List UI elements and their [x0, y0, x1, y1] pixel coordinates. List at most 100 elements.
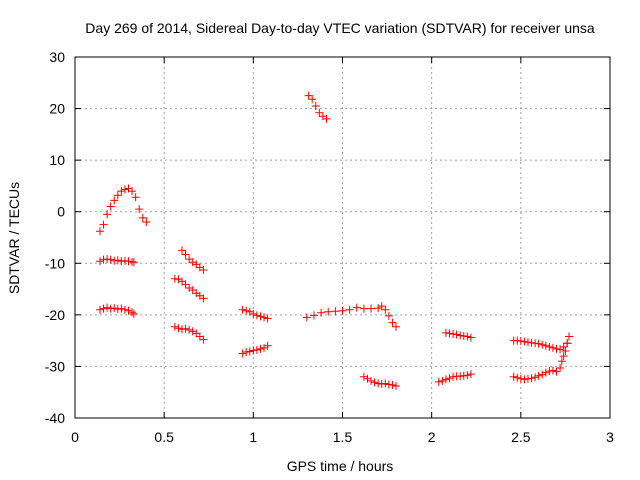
data-point — [456, 372, 465, 381]
data-point — [103, 303, 112, 312]
data-point — [392, 382, 400, 391]
series-arc4 — [178, 246, 208, 274]
data-point — [315, 108, 324, 117]
data-point — [131, 193, 140, 202]
data-point — [359, 304, 368, 313]
data-point — [242, 306, 251, 315]
data-point — [95, 227, 104, 236]
data-point — [128, 308, 137, 317]
data-point — [557, 357, 566, 366]
data-point — [322, 114, 331, 123]
data-point — [181, 324, 190, 333]
data-point — [384, 380, 393, 389]
data-points — [95, 91, 573, 391]
data-point — [252, 345, 261, 354]
data-point — [245, 347, 254, 356]
data-point — [374, 379, 383, 388]
data-point — [95, 257, 104, 266]
data-point — [527, 338, 536, 347]
data-point — [441, 328, 450, 337]
y-tick-label: -30 — [45, 358, 65, 374]
y-tick-label: -10 — [45, 255, 65, 271]
series-arc6 — [170, 322, 208, 344]
y-tick-label: 20 — [49, 101, 65, 117]
data-point — [513, 336, 522, 345]
data-point — [564, 332, 573, 341]
data-point — [441, 375, 450, 384]
data-point — [541, 368, 550, 377]
data-point — [129, 258, 138, 267]
data-point — [374, 304, 383, 313]
data-point — [302, 313, 311, 322]
data-point — [308, 95, 317, 104]
data-point — [534, 371, 543, 380]
series-arc13 — [434, 370, 475, 386]
data-point — [352, 303, 361, 312]
data-point — [561, 346, 570, 355]
data-point — [438, 376, 447, 385]
series-arc8 — [238, 341, 272, 358]
series-arc15 — [509, 332, 573, 384]
data-point — [110, 304, 119, 313]
data-point — [117, 257, 126, 266]
data-point — [128, 257, 137, 266]
data-point — [120, 305, 129, 314]
x-tick-label: 2.5 — [511, 429, 531, 445]
data-point — [124, 257, 133, 266]
data-point — [552, 367, 561, 376]
data-point — [106, 255, 115, 264]
data-point — [199, 265, 208, 274]
y-tick-label: 10 — [49, 152, 65, 168]
data-point — [174, 275, 183, 284]
data-point — [513, 373, 522, 382]
data-point — [545, 342, 554, 351]
data-point — [392, 322, 400, 331]
data-point — [384, 311, 393, 320]
data-point — [238, 305, 247, 314]
data-point — [256, 344, 265, 353]
data-point — [245, 307, 254, 316]
data-point — [548, 343, 557, 352]
data-point — [338, 306, 347, 315]
data-point — [359, 372, 368, 381]
x-tick-label: 1.5 — [333, 429, 353, 445]
y-tick-label: 30 — [49, 49, 65, 65]
data-point — [381, 305, 390, 314]
data-point — [367, 376, 376, 385]
chart-title: Day 269 of 2014, Sidereal Day-to-day VTE… — [85, 20, 595, 36]
data-point — [113, 305, 122, 314]
data-point — [185, 284, 194, 293]
series-arc3 — [95, 303, 138, 318]
data-point — [388, 380, 397, 389]
data-point — [463, 371, 472, 380]
x-tick-label: 1 — [249, 429, 257, 445]
data-point — [523, 338, 532, 347]
data-point — [559, 342, 568, 351]
data-point — [106, 202, 115, 211]
series-arc9 — [304, 91, 331, 123]
series-arc5 — [170, 274, 208, 303]
data-point — [110, 196, 119, 205]
data-point — [113, 256, 122, 265]
data-point — [256, 312, 265, 321]
data-point — [170, 274, 179, 283]
data-point — [185, 325, 194, 334]
data-point — [324, 307, 333, 316]
data-point — [552, 344, 561, 353]
data-point — [367, 304, 376, 313]
data-point — [199, 294, 208, 303]
y-axis: -40 -30 -20 -10 0 10 20 30 — [45, 49, 610, 426]
data-point — [459, 371, 468, 380]
data-point — [463, 332, 472, 341]
data-point — [317, 308, 326, 317]
data-point — [263, 314, 272, 323]
x-axis-label: GPS time / hours — [287, 458, 394, 474]
data-point — [541, 341, 550, 350]
data-point — [563, 339, 572, 348]
data-point — [381, 379, 390, 388]
x-tick-label: 0.5 — [154, 429, 174, 445]
data-point — [434, 377, 443, 386]
data-point — [138, 213, 147, 222]
